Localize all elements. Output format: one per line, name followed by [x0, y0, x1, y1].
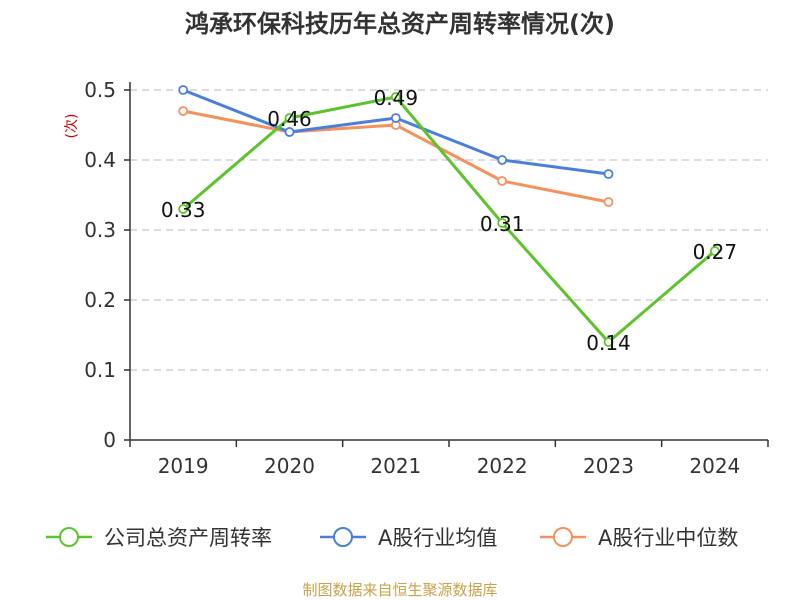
series-line: [182, 95, 716, 344]
legend-marker: [553, 527, 573, 547]
data-point: [284, 113, 295, 123]
y-tick-label: 0.1: [84, 358, 116, 382]
legend-marker: [59, 527, 79, 547]
data-point: [603, 197, 614, 207]
legend-label: A股行业均值: [378, 526, 497, 550]
x-tick-label: 2023: [583, 454, 634, 478]
data-point: [178, 204, 189, 214]
legend-label: 公司总资产周转率: [104, 526, 272, 550]
legend-item[interactable]: 公司总资产周转率: [46, 526, 272, 550]
data-point: [390, 92, 401, 102]
data-label-layer: 0.33 0.46 0.49 0.31 0.14 0.27: [161, 86, 737, 355]
data-label: 0.33: [161, 198, 206, 222]
data-point: [603, 337, 614, 347]
data-point: [497, 155, 508, 165]
data-point: [284, 127, 295, 137]
data-label: 0.14: [586, 331, 631, 355]
data-label: 0.31: [480, 212, 525, 236]
legend: 公司总资产周转率 A股行业均值 A股行业中位数: [46, 526, 738, 550]
x-tick-label: 2024: [689, 454, 740, 478]
data-point: [390, 113, 401, 123]
y-tick-label: 0.2: [84, 288, 116, 312]
y-axis-label: (次): [64, 114, 80, 139]
x-tick-label: 2020: [264, 454, 315, 478]
x-tick-label: 2021: [370, 454, 421, 478]
data-point: [497, 218, 508, 228]
data-label: 0.46: [267, 107, 312, 131]
x-tick-label: 2019: [158, 454, 209, 478]
legend-item[interactable]: A股行业均值: [320, 526, 497, 550]
y-tick-label: 0.5: [84, 78, 116, 102]
series-layer: [178, 85, 720, 347]
data-label: 0.49: [374, 86, 419, 110]
legend-marker: [333, 527, 353, 547]
source-note: 制图数据来自恒生聚源数据库: [302, 581, 497, 599]
grid-layer: [130, 89, 768, 371]
data-point: [709, 246, 720, 256]
legend-label: A股行业中位数: [598, 526, 738, 550]
data-point: [497, 176, 508, 186]
data-point: [178, 106, 189, 116]
data-label: 0.27: [693, 240, 738, 264]
data-point: [178, 85, 189, 95]
chart-title: 鸿承环保科技历年总资产周转率情况(次): [185, 10, 615, 38]
data-point: [603, 169, 614, 179]
y-tick-label: 0: [103, 428, 116, 452]
y-tick-label: 0.3: [84, 218, 116, 242]
x-tick-label: 2022: [477, 454, 528, 478]
legend-item[interactable]: A股行业中位数: [540, 526, 738, 550]
axis-layer: 0 0.1 0.2 0.3 0.4 0.5 2019 2020 2021 2022 2023 2024: [84, 78, 769, 478]
y-tick-label: 0.4: [84, 148, 116, 172]
